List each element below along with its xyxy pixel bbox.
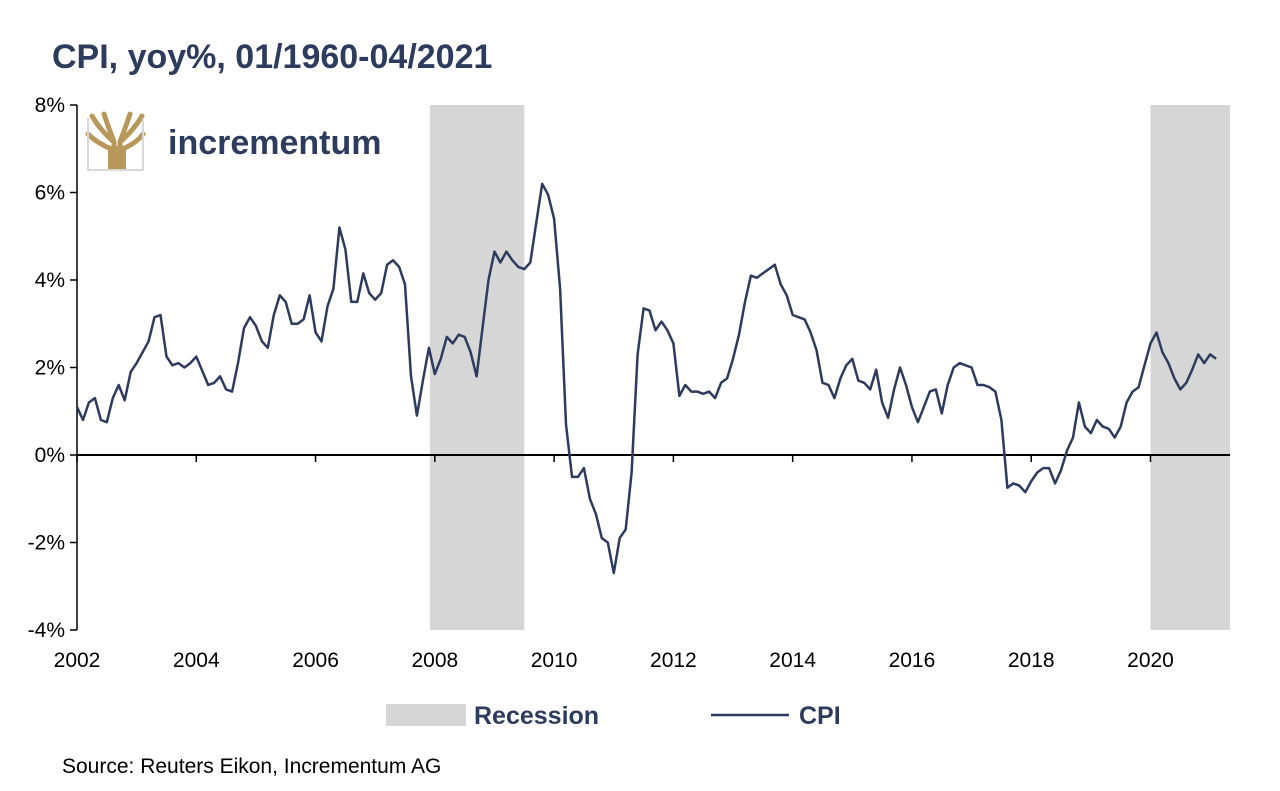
x-tick-label: 2016 [889, 649, 936, 672]
x-tick-label: 2004 [173, 649, 220, 672]
x-tick-label: 2008 [411, 649, 458, 672]
y-tick-label: 8% [35, 94, 65, 117]
x-tick-label: 2002 [54, 649, 101, 672]
x-tick-label: 2012 [650, 649, 697, 672]
recession-band-2 [1150, 105, 1230, 630]
x-tick-label: 2020 [1127, 649, 1174, 672]
tree-icon [85, 111, 146, 171]
source-note: Source: Reuters Eikon, Incrementum AG [62, 755, 442, 778]
brand-logo: incrementum [85, 111, 382, 171]
brand-name: incrementum [168, 124, 382, 162]
legend-recession-label: Recession [474, 702, 599, 730]
recession-layer [429, 105, 1230, 630]
legend: Recession CPI [386, 702, 841, 730]
y-tick-label: 2% [35, 357, 65, 380]
y-tick-label: 0% [35, 444, 65, 467]
chart-title: CPI, yoy%, 01/1960-04/2021 [52, 38, 493, 76]
legend-cpi-label: CPI [799, 702, 841, 730]
y-tick-label: 6% [35, 182, 65, 205]
legend-recession-swatch [386, 704, 466, 726]
series-layer [75, 182, 1217, 575]
x-tick-label: 2006 [292, 649, 339, 672]
x-tick-label: 2014 [769, 649, 816, 672]
y-tick-label: 4% [35, 269, 65, 292]
y-tick-label: -4% [28, 619, 65, 642]
x-tick-label: 2010 [531, 649, 578, 672]
axis-layer: -4% -2% 0% 2% 4% 6% 8% 2002 2004 2006 2008 2010 2012… [28, 94, 1230, 672]
y-tick-label: -2% [28, 532, 65, 555]
series-line-cpi [75, 182, 1217, 575]
x-tick-label: 2018 [1008, 649, 1055, 672]
